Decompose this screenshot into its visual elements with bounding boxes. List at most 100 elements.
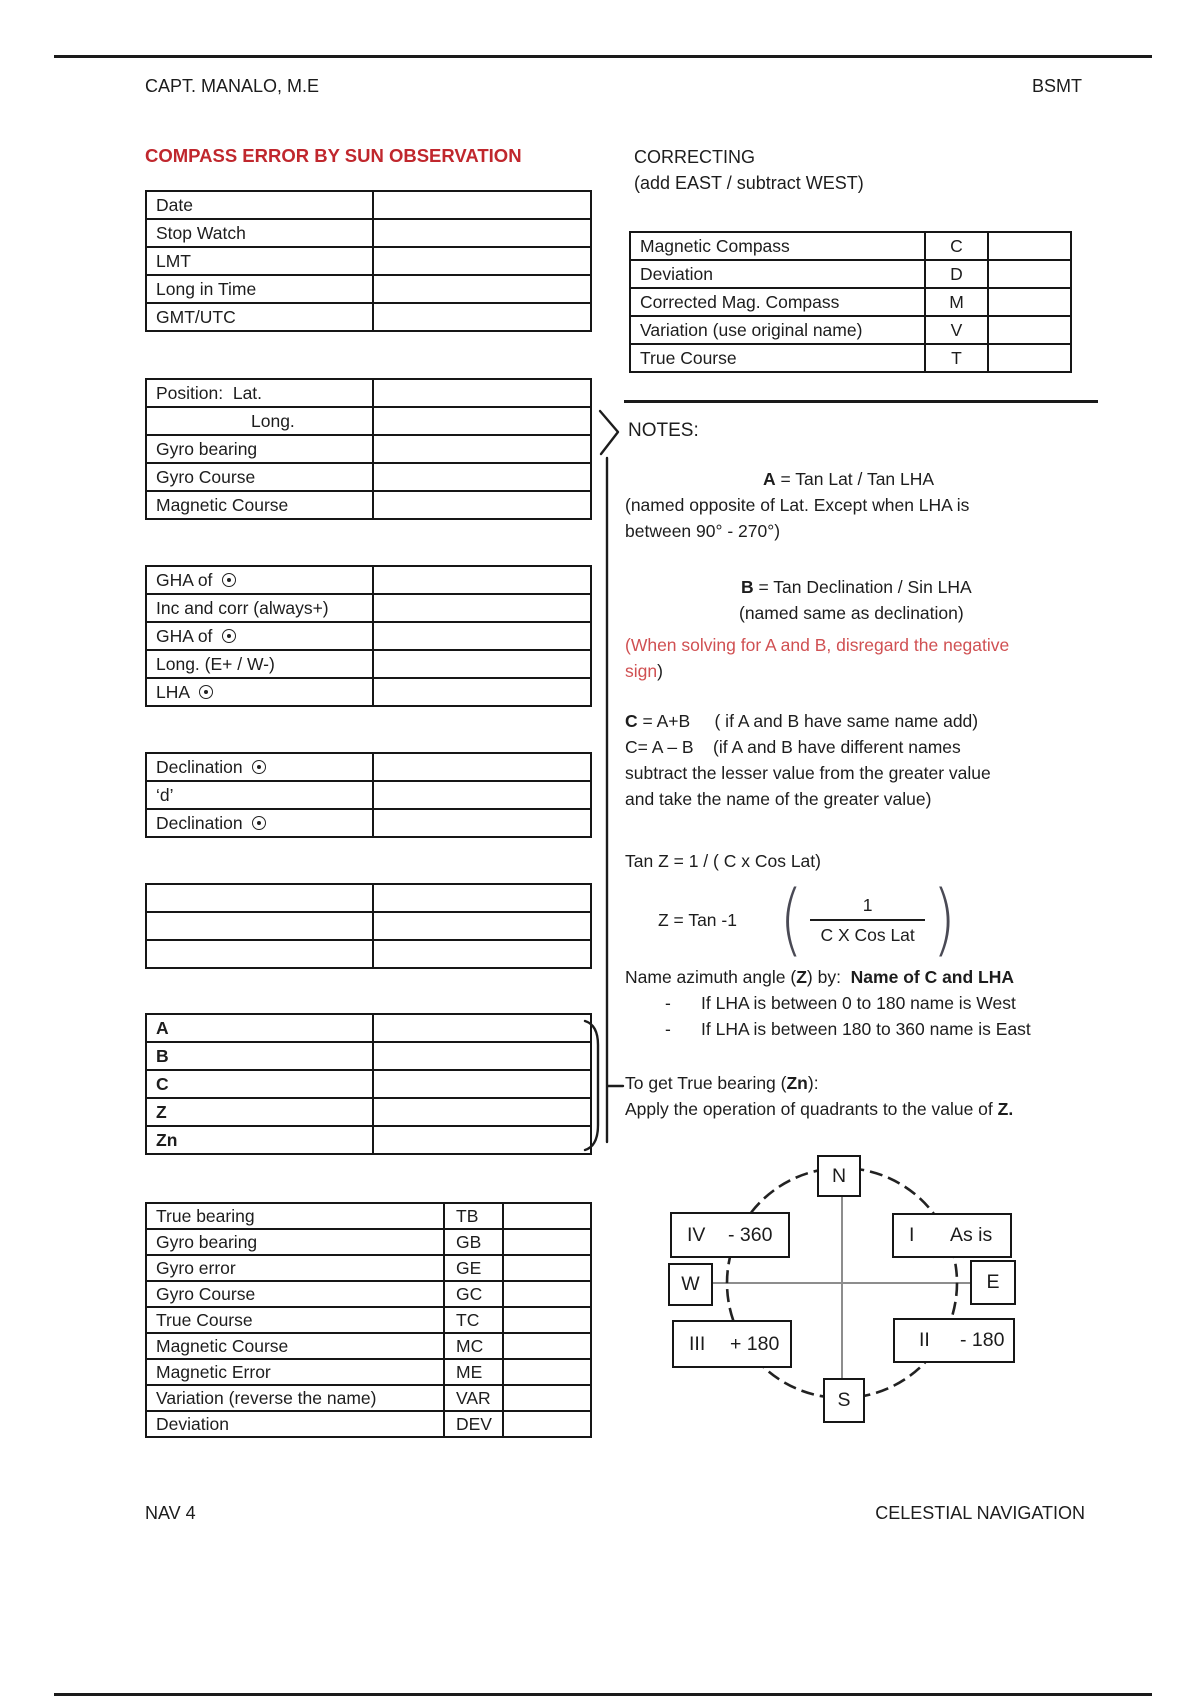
row-label: Gyro bearing <box>156 438 258 459</box>
value-cell <box>372 883 592 913</box>
table-row <box>145 911 592 941</box>
correcting-table: Magnetic Compass C Deviation D Corrected Mag… <box>629 231 1072 373</box>
notes-divider <box>624 400 1098 403</box>
footer-subject: CELESTIAL NAVIGATION <box>875 1503 1085 1523</box>
value-cell <box>372 621 592 651</box>
row-label: Declination <box>156 812 248 833</box>
row-label-cell: Gyro bearing <box>145 434 374 464</box>
note-line: (named opposite of Lat. Except when LHA … <box>625 492 1115 518</box>
note-text: ) <box>657 661 663 681</box>
letter-cell: C <box>924 231 989 261</box>
row-label-cell: Zn <box>145 1125 374 1155</box>
value-cell <box>372 593 592 623</box>
table-row: Z <box>145 1097 592 1127</box>
row-label-cell: Deviation <box>145 1410 445 1438</box>
value-cell <box>502 1358 592 1386</box>
table-row <box>145 883 592 913</box>
header-author: CAPT. MANALO, M.E <box>145 76 320 96</box>
sun-icon <box>222 628 237 643</box>
note-line: (When solving for A and B, disregard the… <box>625 632 1115 658</box>
row-label-cell: Corrected Mag. Compass <box>629 287 926 317</box>
table-row: Deviation DEV <box>145 1410 592 1438</box>
quadrant-operation: + 180 <box>730 1332 780 1355</box>
row-label: Z <box>156 1101 167 1122</box>
sun-icon <box>222 572 237 587</box>
row-label: LHA <box>156 681 194 702</box>
value-cell <box>372 1069 592 1099</box>
value-cell <box>372 1013 592 1043</box>
table-row: Stop Watch <box>145 218 592 248</box>
note-bullet-line: - If LHA is between 180 to 360 name is Ea… <box>625 1016 1115 1042</box>
value-cell <box>987 287 1072 317</box>
row-label-cell: LMT <box>145 246 374 276</box>
quadrant-box-se: II - 180 <box>893 1318 1015 1363</box>
z-formula-lhs: Z = Tan -1 <box>658 909 737 930</box>
abbr-cell: GB <box>443 1228 504 1256</box>
quadrant-box-ne: I As is <box>892 1213 1012 1258</box>
value-cell <box>502 1332 592 1360</box>
table-row: Position: Lat. <box>145 378 592 408</box>
value-cell <box>372 808 592 838</box>
table-row: Long. (E+ / W-) <box>145 649 592 679</box>
row-label-cell: True bearing <box>145 1202 445 1230</box>
table-row: Gyro error GE <box>145 1254 592 1282</box>
row-label-cell: B <box>145 1041 374 1071</box>
table-row: ‘d’ <box>145 780 592 810</box>
row-label: Gyro Course <box>156 466 256 487</box>
value-cell <box>372 649 592 679</box>
quadrant-box-sw: III + 180 <box>672 1320 792 1368</box>
value-cell <box>502 1202 592 1230</box>
row-label-cell: GHA of <box>145 565 374 595</box>
letter-cell: V <box>924 315 989 345</box>
row-label-cell: Long. (E+ / W-) <box>145 649 374 679</box>
table-row: GHA of <box>145 565 592 595</box>
close-paren: ) <box>932 875 956 965</box>
row-label-cell: Magnetic Course <box>145 1332 445 1360</box>
abbr-cell: GC <box>443 1280 504 1308</box>
row-label-cell: Magnetic Error <box>145 1358 445 1386</box>
quadrant-numeral: III <box>689 1332 706 1355</box>
row-label-cell <box>145 883 374 913</box>
table-row: Magnetic Compass C <box>629 231 1072 261</box>
note-text: between 90° - 270°) <box>625 521 781 541</box>
row-label-cell: Gyro error <box>145 1254 445 1282</box>
table-row: Magnetic Course <box>145 490 592 520</box>
letter-cell: D <box>924 259 989 289</box>
sun-icon <box>252 815 267 830</box>
row-label: GHA of <box>156 625 218 646</box>
bottom-rule <box>54 1693 1152 1696</box>
note-text: Name azimuth angle ( <box>625 967 797 987</box>
note-text: Z <box>796 967 807 987</box>
table-row: LMT <box>145 246 592 276</box>
value-cell <box>987 231 1072 261</box>
row-label-cell: Long. <box>145 406 374 436</box>
row-label-cell: Inc and corr (always+) <box>145 593 374 623</box>
bullet-dash: - <box>665 993 671 1013</box>
note-line: (named same as declination) <box>625 600 1115 626</box>
note-text: B <box>741 577 754 597</box>
row-label-cell: Long in Time <box>145 274 374 304</box>
z-formula: Z = Tan -1(1 C X Cos Lat) <box>625 880 1115 960</box>
compass-south-box: S <box>823 1378 865 1423</box>
note-text: (named same as declination) <box>739 603 964 623</box>
table-row: Inc and corr (always+) <box>145 593 592 623</box>
note-line: between 90° - 270°) <box>625 518 1115 544</box>
note-text: If LHA is between 180 to 360 name is Eas… <box>701 1019 1031 1039</box>
bearing-table: True bearing TB Gyro bearing GB Gyro error GE… <box>145 1202 592 1438</box>
page-title: COMPASS ERROR BY SUN OBSERVATION <box>145 145 522 166</box>
table-row: Long. <box>145 406 592 436</box>
row-label: GMT/UTC <box>156 306 236 327</box>
note-line: subtract the lesser value from the great… <box>625 760 1115 786</box>
note-text: To get True bearing ( <box>625 1073 787 1093</box>
table-row: C <box>145 1069 592 1099</box>
table-row: GHA of <box>145 621 592 651</box>
row-label-cell <box>145 939 374 969</box>
note-line: sign) <box>625 658 1115 684</box>
table-row: True Course TC <box>145 1306 592 1334</box>
table-row: Gyro bearing GB <box>145 1228 592 1256</box>
abbr-cell: DEV <box>443 1410 504 1438</box>
top-rule <box>54 55 1152 58</box>
value-cell <box>372 462 592 492</box>
note-line: Tan Z = 1 / ( C x Cos Lat) <box>625 848 1115 874</box>
